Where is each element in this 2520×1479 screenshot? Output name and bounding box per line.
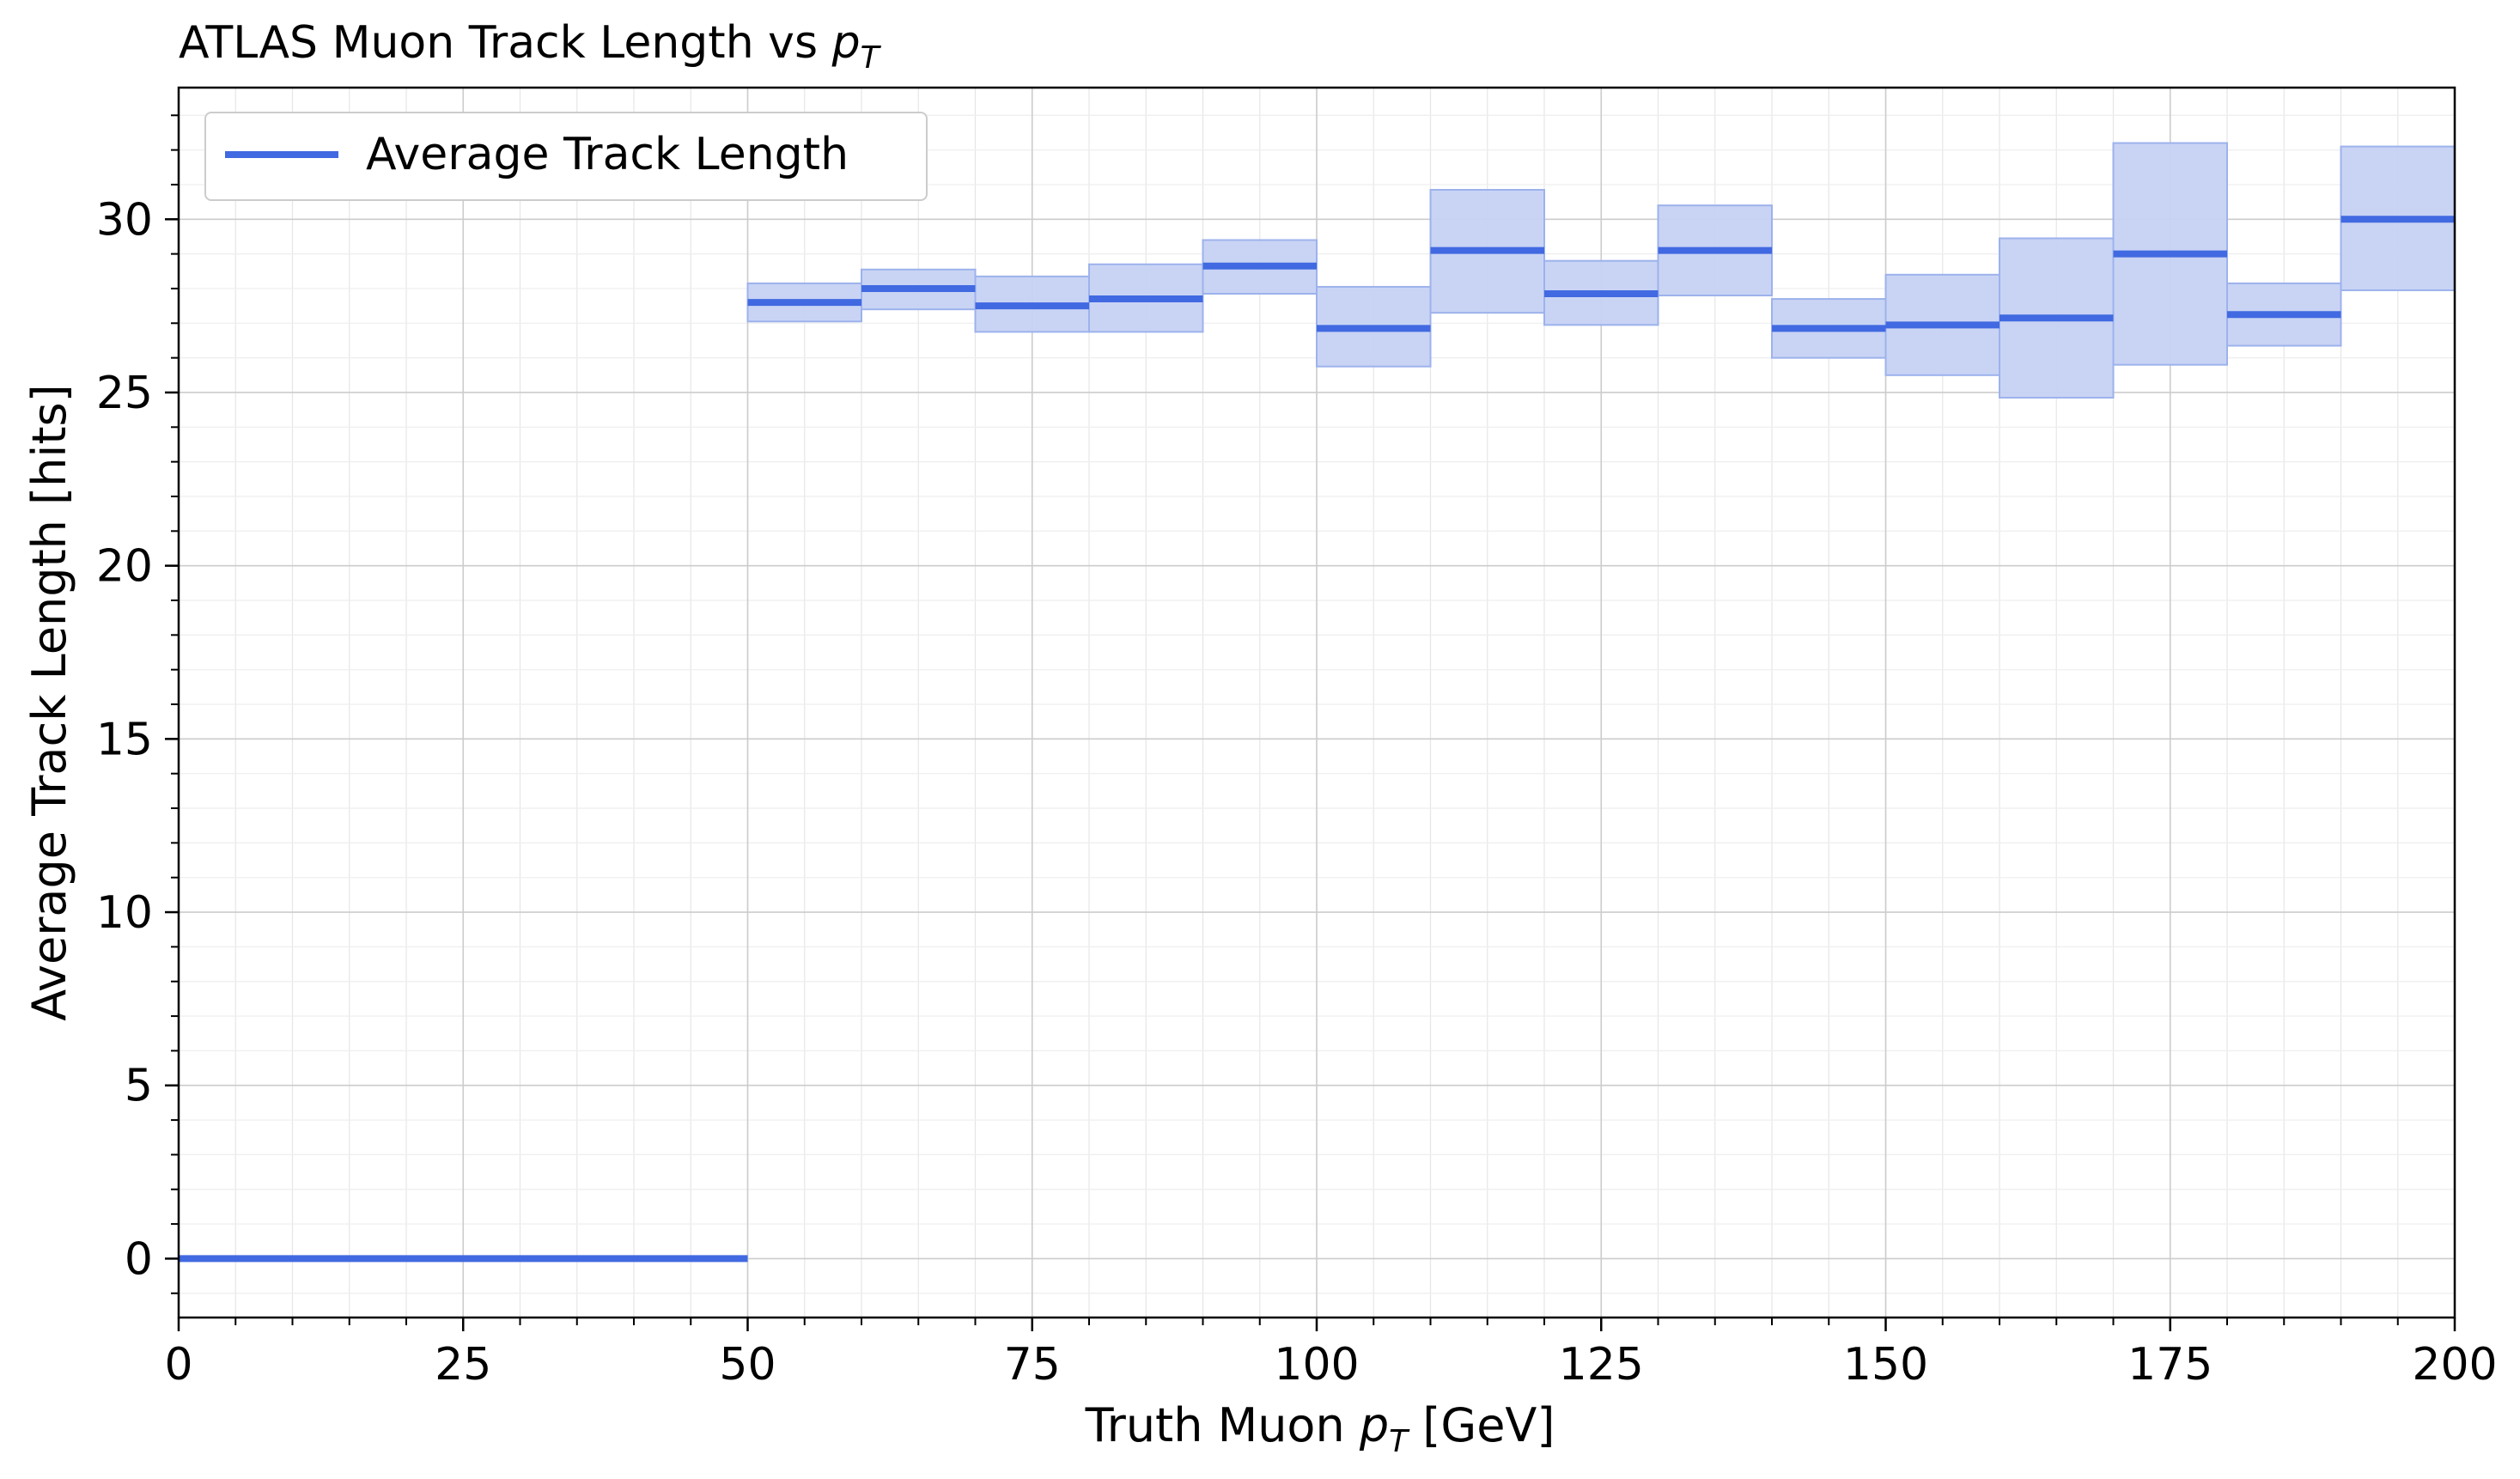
- x-tick-label: 75: [1004, 1339, 1061, 1391]
- x-axis-label: Truth Muon pT [GeV]: [0, 1398, 2520, 1470]
- chart-title-math-sub: T: [860, 40, 880, 76]
- average-track-length-series: [179, 216, 2455, 1263]
- y-axis-ticks: 0 5 10 15 20 25 30: [96, 114, 179, 1294]
- chart-title-math: p: [831, 17, 861, 69]
- x-tick-label: 125: [1559, 1339, 1644, 1391]
- y-tick-label: 30: [96, 194, 153, 246]
- x-axis-label-math: p: [1359, 1398, 1390, 1452]
- x-tick-label: 175: [2127, 1339, 2213, 1391]
- y-tick-label: 15: [96, 714, 153, 765]
- x-axis-label-post: [GeV]: [1408, 1398, 1555, 1452]
- y-tick-label: 5: [125, 1061, 153, 1112]
- x-tick-label: 100: [1274, 1339, 1359, 1391]
- y-tick-label: 20: [96, 541, 153, 593]
- x-tick-label: 200: [2412, 1339, 2497, 1391]
- legend: Average Track Length: [204, 112, 928, 201]
- x-axis-ticks: 0 25 50 75 100 125 150 175 200: [164, 1318, 2498, 1391]
- y-axis-label: Average Track Length [hits]: [22, 384, 76, 1021]
- x-tick-label: 25: [435, 1339, 491, 1391]
- y-tick-label: 10: [96, 887, 153, 939]
- x-tick-label: 0: [164, 1339, 192, 1391]
- x-axis-label-math-sub: T: [1389, 1424, 1409, 1459]
- x-tick-label: 150: [1843, 1339, 1928, 1391]
- y-tick-label: 25: [96, 368, 153, 419]
- x-tick-label: 50: [719, 1339, 776, 1391]
- chart-title-text: ATLAS Muon Track Length vs: [179, 17, 832, 69]
- x-axis-label-pre: Truth Muon: [1085, 1398, 1360, 1452]
- legend-label: Average Track Length: [366, 129, 849, 180]
- legend-swatch: [225, 151, 338, 158]
- y-tick-label: 0: [125, 1233, 153, 1285]
- chart-title: ATLAS Muon Track Length vs pT: [179, 15, 880, 86]
